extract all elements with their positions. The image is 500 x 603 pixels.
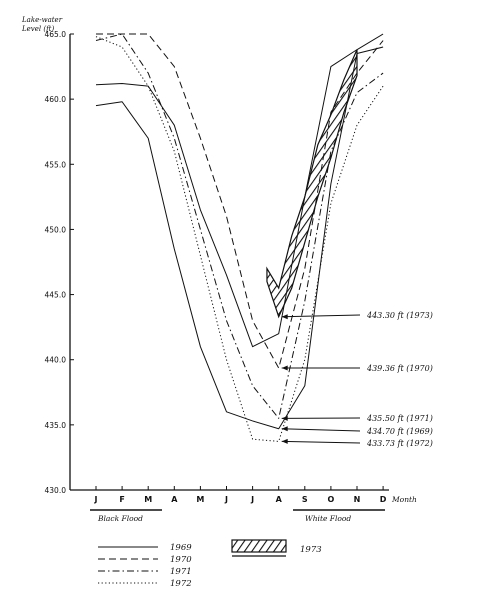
- annotation-arrowhead: [281, 314, 288, 320]
- annotation-arrowhead: [281, 365, 288, 371]
- y-tick-label: 465.0: [45, 30, 67, 39]
- x-tick-label: O: [327, 495, 334, 504]
- annotation-leader: [281, 440, 361, 444]
- x-tick-label: D: [380, 495, 387, 504]
- x-tick-label: J: [224, 495, 228, 504]
- annotation-leader: [281, 428, 361, 432]
- y-tick-label: 440.0: [45, 356, 67, 365]
- annotation-label: 443.30 ft (1973): [366, 311, 433, 320]
- annotation-label: 435.50 ft (1971): [366, 414, 433, 423]
- y-tick-label: 460.0: [45, 95, 67, 104]
- legend-label: 1970: [170, 555, 192, 565]
- legend-label: 1973: [300, 545, 322, 555]
- annotation-arrowhead: [281, 415, 288, 421]
- legend-swatch-1973: [231, 539, 287, 553]
- legend-label: 1969: [170, 543, 192, 553]
- x-tick-label: A: [171, 495, 178, 504]
- x-tick-label: A: [276, 495, 283, 504]
- white-flood-label: White Flood: [305, 514, 351, 523]
- series-line-1970: [96, 33, 384, 369]
- series-line-1969: [95, 33, 384, 348]
- y-tick-label: 445.0: [45, 291, 67, 300]
- series-1973-band: [266, 49, 358, 319]
- x-tick-label: F: [119, 495, 124, 504]
- y-tick-label: 455.0: [45, 160, 67, 169]
- y-tick-label: 450.0: [45, 225, 67, 234]
- series-line-1972: [95, 36, 384, 442]
- annotation-leader: [281, 314, 361, 318]
- legend-label: 1972: [170, 579, 192, 589]
- x-axis-label: Month: [391, 495, 417, 504]
- annotation-arrowhead: [281, 438, 288, 444]
- x-tick-label: M: [196, 495, 204, 504]
- black-flood-label: Black Flood: [97, 514, 143, 523]
- y-tick-label: 435.0: [45, 421, 67, 430]
- legend-label: 1971: [170, 567, 192, 577]
- y-tick-label: 430.0: [45, 486, 67, 495]
- x-tick-label: J: [94, 495, 98, 504]
- x-tick-label: S: [302, 495, 308, 504]
- x-tick-label: N: [354, 495, 361, 504]
- annotation-label: 434.70 ft (1969): [366, 427, 433, 436]
- annotation-label: 433.73 ft (1972): [366, 439, 433, 448]
- y-axis-label-line1: Lake-water: [21, 16, 63, 24]
- x-tick-label: J: [250, 495, 254, 504]
- annotation-label: 439.36 ft (1970): [366, 364, 433, 373]
- series-line-1971: [95, 33, 384, 419]
- annotation-arrowhead: [281, 426, 288, 432]
- series-line-1969: [95, 46, 384, 430]
- y-axis-label-line2: Level (ft): [21, 25, 54, 33]
- x-tick-label: M: [144, 495, 152, 504]
